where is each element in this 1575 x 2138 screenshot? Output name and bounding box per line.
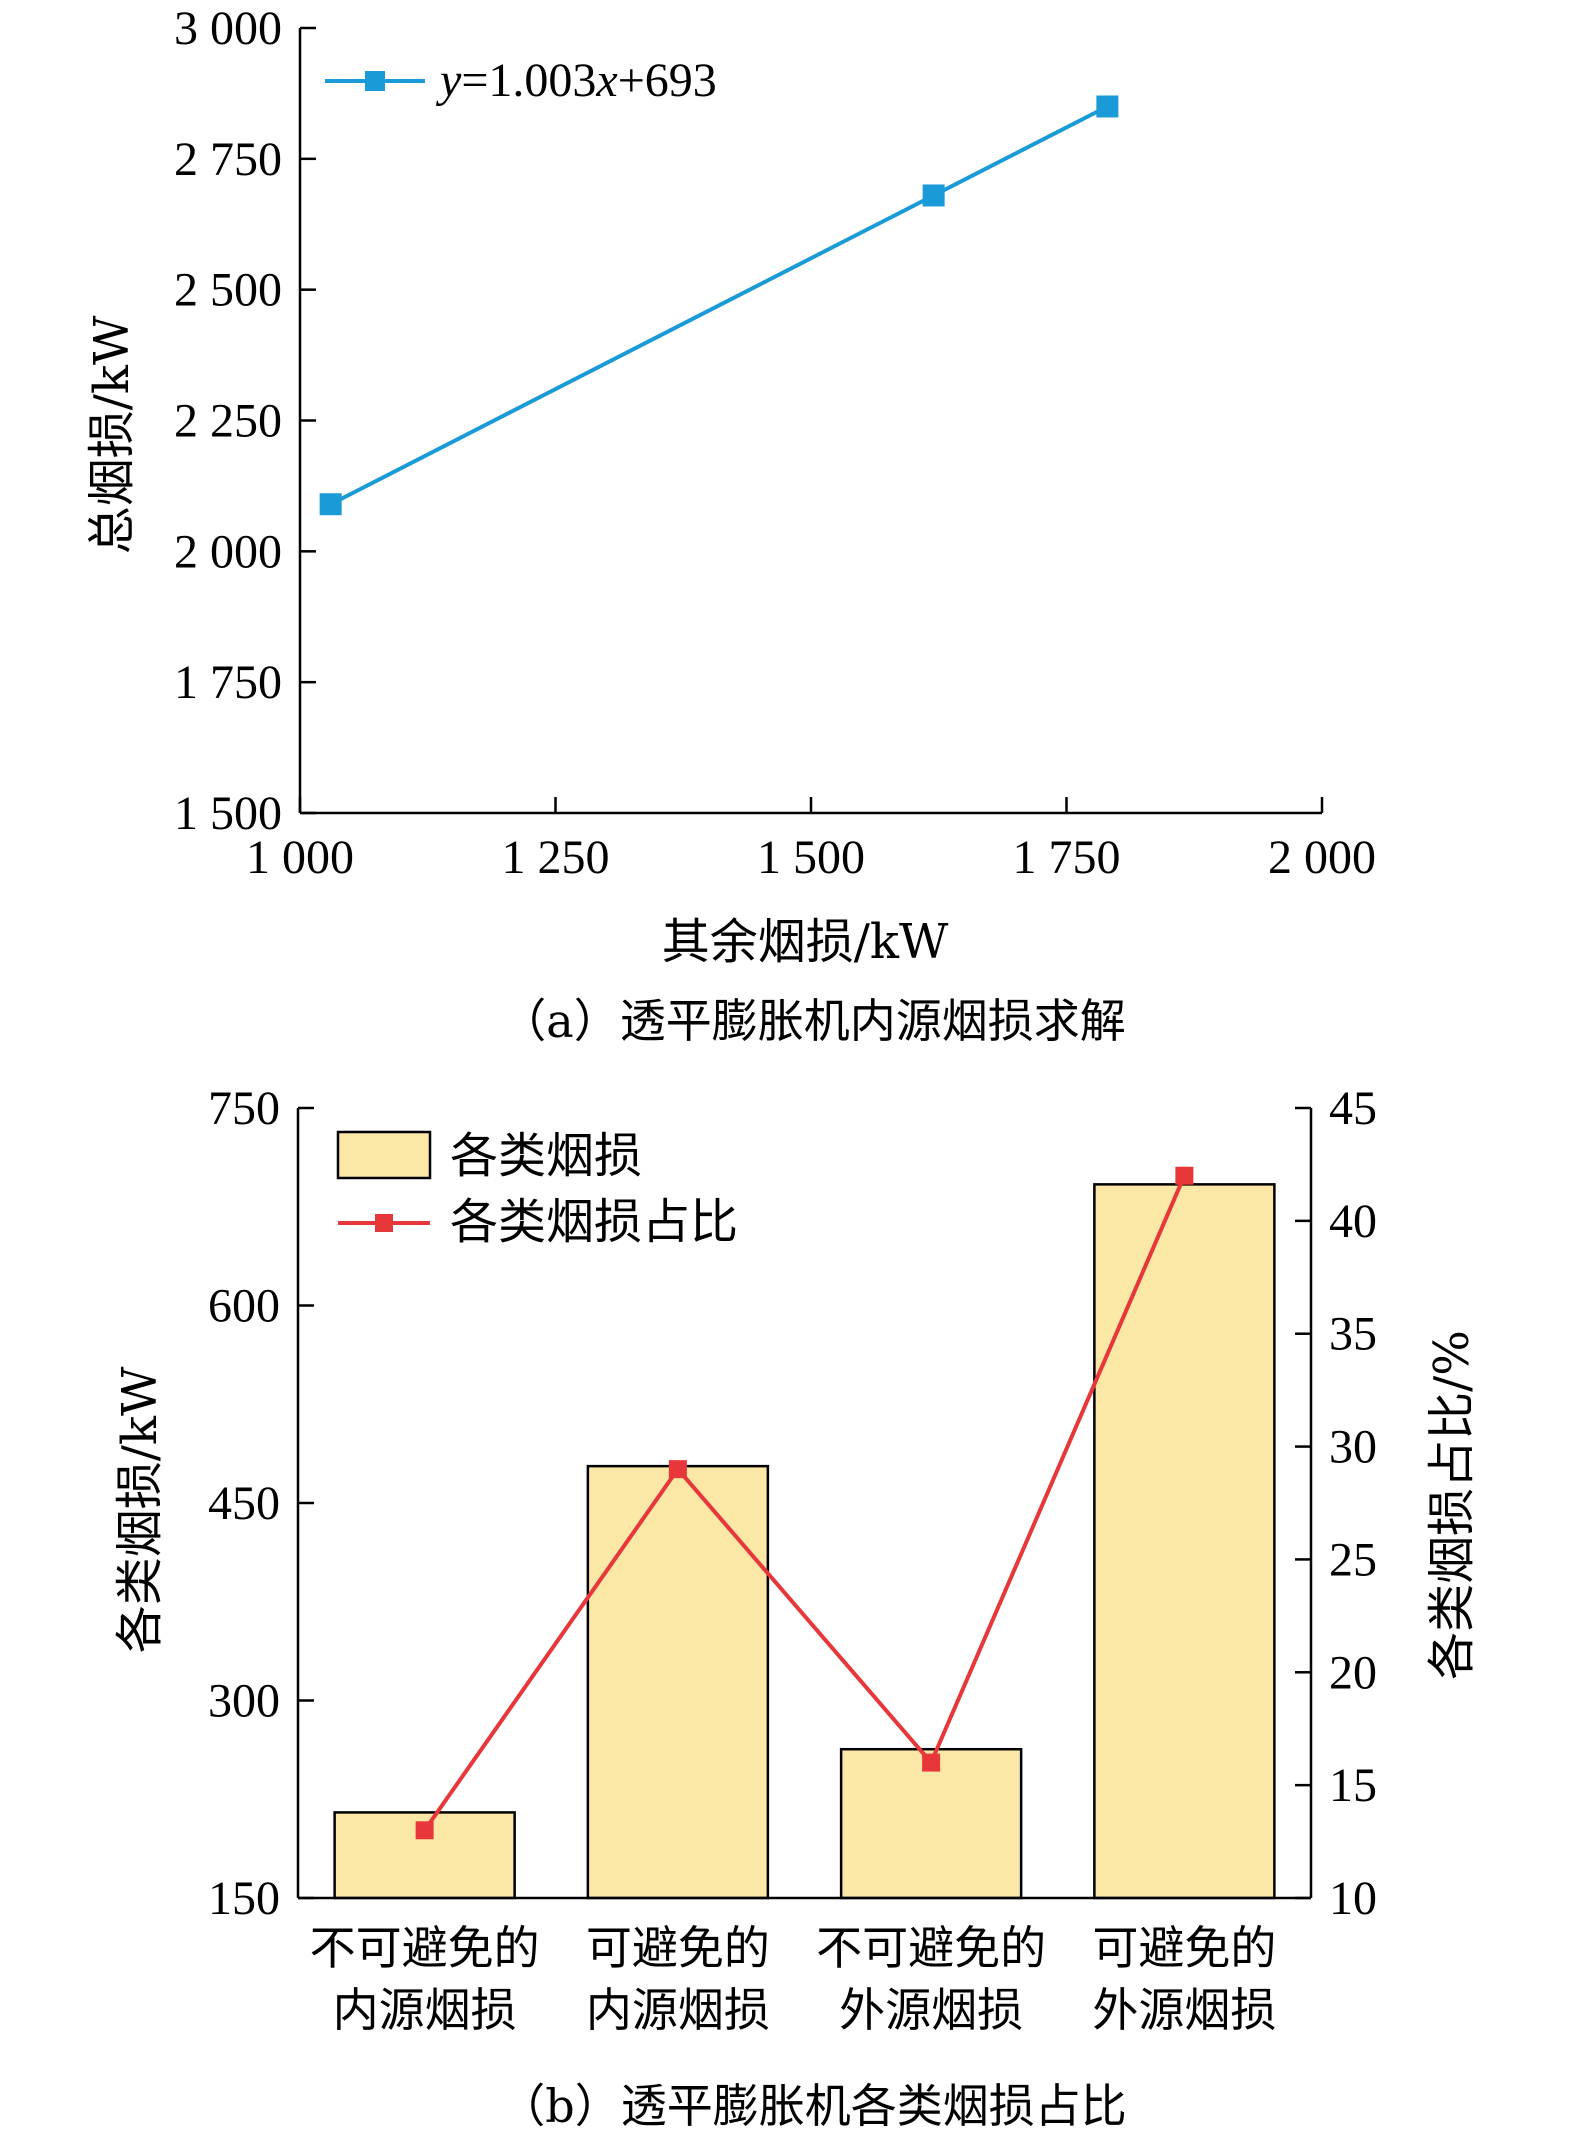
chart-a-y-axis-title: 总烟损/kW [84,315,140,554]
legend-marker-swatch [365,71,385,91]
chart-a-data-point [922,184,945,207]
chart-b-y-tick-label-left: 150 [208,1872,280,1925]
chart-a-legend: y=1.003x+693 [325,54,717,107]
chart-a-x-tick-label: 1 750 [1013,831,1121,884]
chart-a-x-tick-label: 2 000 [1268,831,1376,884]
chart-b-y-tick-label-right: 45 [1329,1082,1377,1135]
chart-b-category-label: 外源烟损 [839,1983,1023,2037]
chart-a-y-tick-label: 2 000 [174,525,282,578]
chart-b-y-tick-label-right: 35 [1329,1308,1377,1361]
chart-b-legend: 各类烟损 各类烟损占比 [336,1128,738,1250]
chart-b-y-tick-label-right: 25 [1329,1533,1377,1586]
legend-marker-swatch [375,1214,393,1232]
chart-b-y-tick-label-left: 600 [208,1280,280,1333]
chart-a: 1 500 1 750 2 000 2 250 2 500 2 750 3 000 1 00… [84,2,1376,1048]
chart-a-series-line [329,104,1109,507]
chart-b-category-label: 内源烟损 [333,1983,517,2037]
chart-b-category-label: 外源烟损 [1092,1983,1276,2037]
chart-a-x-tick-label: 1 500 [757,831,865,884]
chart-b-y-axis-title-right: 各类烟损占比/% [1424,1330,1480,1680]
chart-b-bar [839,1747,1023,1900]
chart-b-bar [586,1464,770,1900]
chart-b-line-series [415,1166,1194,1840]
chart-a-data-point [1096,95,1119,118]
chart-a-x-ticks: 1 000 1 250 1 500 1 750 2 000 [246,797,1376,884]
legend-bar-swatch [336,1130,432,1180]
chart-a-series [319,95,1119,516]
chart-b-y-tick-label-left: 450 [208,1477,280,1530]
chart-a-data-point [319,493,342,516]
chart-a-y-tick-label: 1 500 [174,787,282,840]
chart-a-x-axis-title: 其余烟损/kW [662,914,949,970]
chart-a-y-tick-label: 2 750 [174,133,282,186]
chart-b-category-label: 内源烟损 [586,1983,770,2037]
chart-b-ratio-line [422,1174,1187,1832]
chart-a-y-ticks: 1 500 1 750 2 000 2 250 2 500 2 750 3 000 [174,2,316,840]
chart-a-y-tick-label: 2 500 [174,264,282,317]
chart-a-y-tick-label: 3 000 [174,2,282,55]
legend-label-formula: y=1.003x+693 [435,54,717,107]
chart-b-y-tick-label-right: 20 [1329,1646,1377,1699]
chart-b-y-axis-title-left: 各类烟损/kW [112,1366,168,1653]
chart-a-y-tick-label: 1 750 [174,656,282,709]
chart-b-ratio-point [415,1821,434,1840]
chart-b-ratio-point [1175,1166,1194,1185]
chart-b-caption: （b）透平膨胀机各类烟损占比 [499,2079,1126,2133]
chart-b-category-label: 不可避免的 [310,1921,540,1975]
chart-b-y-tick-label-right: 15 [1329,1759,1377,1812]
chart-a-caption: （a）透平膨胀机内源烟损求解 [500,994,1125,1048]
chart-a-axes [298,28,1322,815]
chart-a-x-tick-label: 1 000 [246,831,354,884]
chart-b-y-tick-label-right: 30 [1329,1421,1377,1474]
chart-b-y-tick-label-left: 300 [208,1675,280,1728]
chart-a-x-tick-label: 1 250 [502,831,610,884]
chart-b-category-label: 可避免的 [586,1921,770,1975]
chart-b-ratio-point [922,1753,941,1772]
chart-b-bar [1093,1183,1276,1900]
legend-label-bar: 各类烟损 [450,1128,642,1184]
chart-b-category-label: 不可避免的 [816,1921,1046,1975]
chart-b-y-tick-label-left: 750 [208,1082,280,1135]
chart-b-y-tick-label-right: 10 [1329,1872,1377,1925]
chart-b-y-ticks-right: 10 15 20 25 30 35 40 45 [1295,1082,1377,1925]
chart-b-ratio-point [668,1460,687,1479]
legend-label-line: 各类烟损占比 [450,1194,738,1250]
chart-b-y-tick-label-right: 40 [1329,1195,1377,1248]
chart-b-y-ticks-left: 150 300 450 600 750 [208,1082,314,1925]
chart-b-category-label: 可避免的 [1092,1921,1276,1975]
chart-b-bar [333,1811,516,1900]
chart-a-y-tick-label: 2 250 [174,395,282,448]
